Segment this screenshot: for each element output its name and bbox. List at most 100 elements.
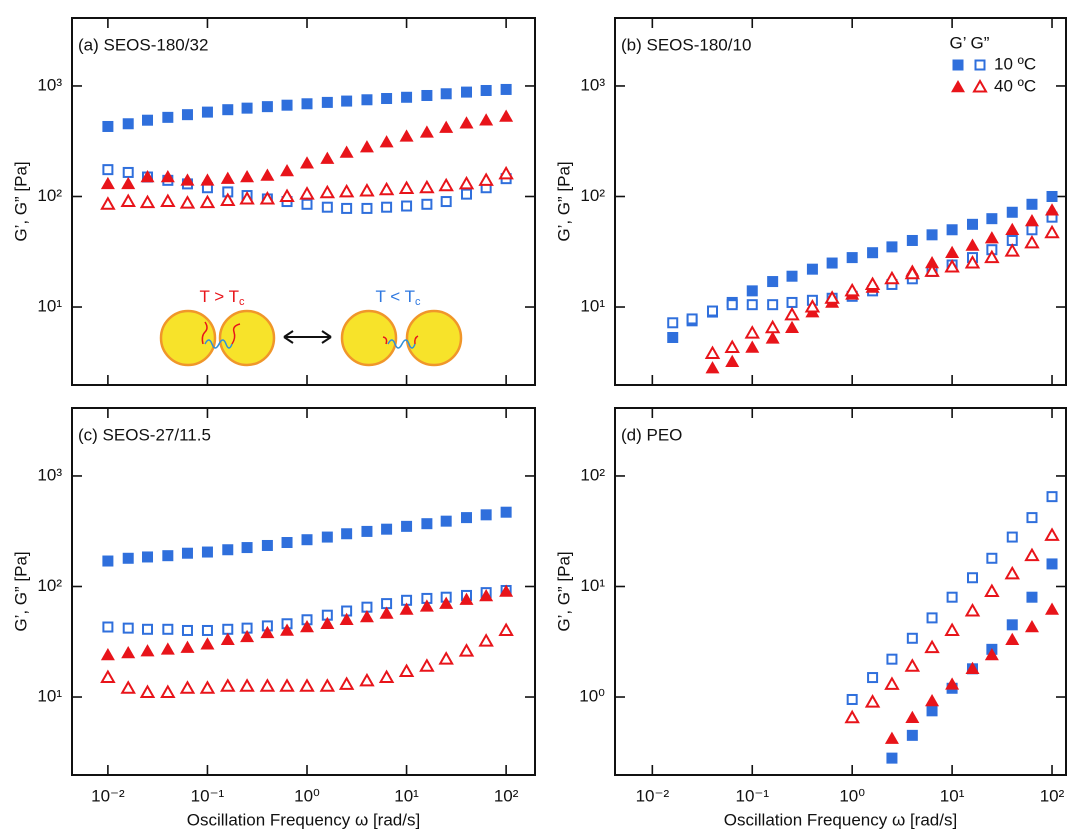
chain [382,336,388,345]
marker [160,170,175,183]
marker [946,591,958,603]
plot-frame [71,407,536,776]
annotation-text: T < T [375,287,415,306]
marker [260,625,275,639]
marker [844,282,860,297]
legend-column-header: G” [971,33,990,52]
y-tick-label: 10² [37,186,62,205]
marker [142,114,154,126]
x-tick-label: 10⁰ [294,786,320,805]
marker [341,528,353,540]
marker [945,245,960,258]
marker [764,319,781,334]
marker [1044,527,1060,541]
y-tick-label: 10² [580,186,605,205]
x-tick-label: 10⁰ [839,786,865,805]
chain [204,339,233,349]
marker [926,612,938,624]
marker [500,506,512,518]
panel-title: (a) SEOS-180/32 [78,35,208,54]
y-tick-label: 10⁰ [579,687,605,706]
y-tick-label: 10³ [580,75,605,94]
marker [1044,224,1060,239]
chain [201,321,208,345]
particle [159,309,217,367]
marker [1024,214,1039,227]
y-axis-label: G’, G” [Pa] [11,551,30,631]
marker [319,184,336,199]
annotation: T > Tc [199,287,245,307]
legend: G’ G”10 ºC 40 ºC [950,33,1037,95]
marker [381,93,393,105]
panel-title: (d) PEO [621,425,682,444]
marker [944,259,960,273]
marker [239,678,255,692]
marker [201,106,213,118]
chain [414,335,419,345]
particle [405,309,463,367]
marker [966,572,978,584]
marker [419,658,435,672]
particle [340,309,398,367]
marker [886,752,898,764]
y-tick-label: 10¹ [580,576,605,595]
marker [341,202,353,214]
x-tick-label: 10¹ [394,786,419,805]
marker [846,693,858,705]
marker [1024,620,1039,633]
marker [765,331,780,344]
marker [320,151,335,164]
marker [378,669,395,684]
y-axis-label: G’, G” [Pa] [554,161,573,241]
marker [341,95,353,107]
marker [946,224,958,236]
marker [419,125,434,138]
marker [478,172,494,186]
marker [162,550,174,562]
marker [704,345,721,359]
marker [379,135,394,148]
marker [479,589,494,602]
marker [924,263,940,277]
marker [102,555,114,567]
marker [925,256,940,269]
marker [806,263,818,275]
marker [1046,190,1058,202]
marker [726,299,738,311]
marker [964,602,981,617]
legend-label: 10 ºC [994,54,1036,73]
marker [241,542,253,554]
marker [359,609,374,623]
y-tick-label: 10³ [37,75,62,94]
marker [925,694,940,707]
marker [966,218,978,230]
y-tick-label: 10² [580,465,605,484]
marker [986,552,998,564]
marker [804,299,821,313]
marker [379,606,394,619]
marker [181,624,193,636]
marker [419,179,435,194]
marker [724,339,740,354]
marker [199,680,216,694]
marker [478,633,494,647]
marker [140,170,155,183]
marker [884,676,900,690]
marker [440,88,452,100]
marker [924,639,940,654]
marker [102,164,114,176]
marker [419,599,434,612]
marker [986,213,998,225]
marker [499,584,514,597]
marker [100,176,115,190]
marker [301,98,313,110]
marker [222,104,234,116]
marker [461,512,473,524]
marker [1006,531,1018,543]
x-tick-label: 10⁻² [636,786,670,805]
marker [945,677,960,690]
marker [1026,591,1038,603]
panel-title: (b) SEOS-180/10 [621,35,751,54]
marker [121,176,136,190]
